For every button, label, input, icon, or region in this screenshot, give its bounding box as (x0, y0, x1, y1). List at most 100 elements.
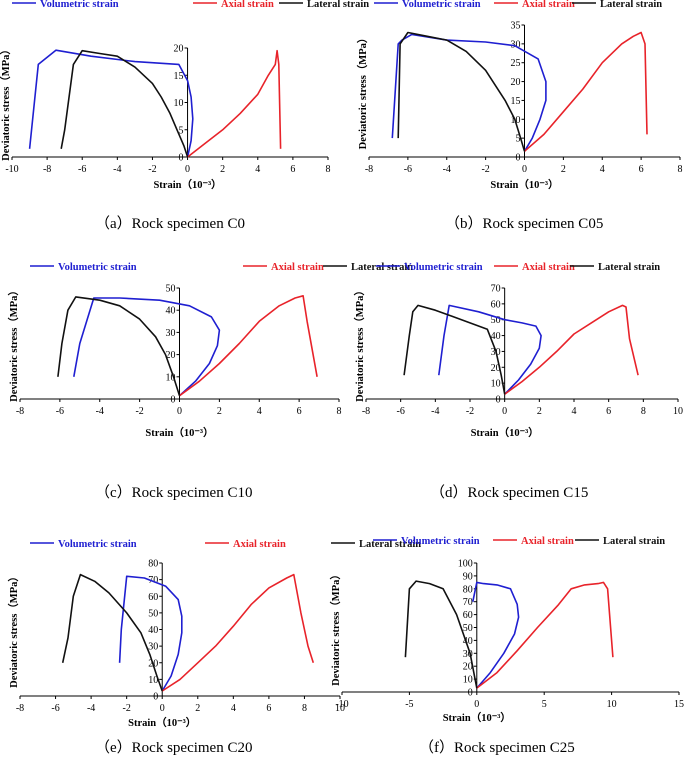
y-tick-label: 20 (174, 44, 184, 55)
legend-label-axial: Axial strain (522, 262, 575, 273)
y-tick-label: 0 (153, 692, 158, 703)
x-tick-label: 0 (177, 406, 182, 417)
y-tick-label: 0 (468, 688, 473, 699)
y-tick-label: 30 (511, 39, 521, 50)
y-tick-label: 5 (179, 125, 184, 136)
y-tick-label: 10 (463, 675, 473, 686)
y-tick-label: 60 (463, 610, 473, 621)
x-tick-label: 10 (335, 703, 345, 714)
y-tick-label: 30 (463, 649, 473, 660)
y-tick-label: 10 (174, 98, 184, 109)
x-tick-label: 6 (290, 164, 295, 175)
x-tick-label: 8 (641, 406, 646, 417)
y-tick-label: 20 (511, 77, 521, 88)
y-tick-label: 0 (179, 153, 184, 164)
series-volumetric-strain (28, 49, 194, 158)
x-tick-label: -4 (431, 406, 439, 417)
panel-caption: （d）Rock specimen C15 (430, 484, 588, 501)
y-axis-label: Deviatoric stress（MPa） (7, 571, 20, 688)
series-axial-strain (504, 304, 639, 395)
y-tick-label: 70 (491, 284, 501, 295)
y-tick-label: 40 (148, 625, 158, 636)
series-volumetric-strain (438, 304, 542, 395)
legend-label-volumetric: Volumetric strain (402, 0, 481, 10)
series-volumetric-strain (391, 33, 547, 152)
y-tick-label: 5 (516, 134, 521, 145)
legend-label-lateral: Lateral strain (307, 0, 369, 10)
y-tick-label: 40 (491, 331, 501, 342)
x-axis-label: Strain（10⁻³） (128, 716, 196, 729)
series-axial-strain (476, 581, 614, 689)
y-tick-label: 15 (511, 96, 521, 107)
legend-label-volumetric: Volumetric strain (58, 262, 137, 273)
legend-label-axial: Axial strain (271, 262, 324, 273)
y-tick-label: 20 (463, 662, 473, 673)
chart-panel-4: Volumetric strain Axial strain Lateral str… (353, 262, 683, 501)
x-tick-label: -8 (43, 164, 51, 175)
series-lateral-strain (397, 31, 526, 152)
legend-label-axial: Axial strain (221, 0, 274, 10)
legend-label-axial: Axial strain (233, 539, 286, 550)
x-tick-label: -4 (87, 703, 95, 714)
x-tick-label: -2 (135, 406, 143, 417)
x-tick-label: 10 (673, 406, 683, 417)
x-tick-label: 2 (195, 703, 200, 714)
x-tick-label: 6 (639, 164, 644, 175)
x-tick-label: 4 (572, 406, 577, 417)
y-tick-label: 50 (491, 315, 501, 326)
y-tick-label: 30 (166, 328, 176, 339)
x-axis-label: Strain（10⁻³） (471, 426, 539, 439)
y-axis-label: Deviatoric stress（MPa） (0, 44, 12, 161)
legend-label-volumetric: Volumetric strain (40, 0, 119, 10)
y-tick-label: 70 (463, 597, 473, 608)
x-tick-label: 8 (678, 164, 683, 175)
x-tick-label: 2 (537, 406, 542, 417)
x-tick-label: 10 (607, 699, 617, 710)
y-tick-label: 50 (148, 608, 158, 619)
y-tick-label: 30 (148, 642, 158, 653)
y-tick-label: 0 (496, 395, 501, 406)
y-tick-label: 15 (174, 71, 184, 82)
chart-panel-3: Volumetric strain Axial strain Lateral str… (7, 262, 413, 501)
panel-caption: （c）Rock specimen C10 (95, 484, 252, 501)
x-tick-label: 8 (326, 164, 331, 175)
y-tick-label: 40 (166, 306, 176, 317)
y-axis-label: Deviatoric stress（MPa） (7, 285, 20, 402)
y-tick-label: 20 (491, 363, 501, 374)
y-tick-label: 80 (148, 559, 158, 570)
legend-label-axial: Axial strain (521, 536, 574, 547)
x-tick-label: 4 (231, 703, 236, 714)
x-tick-label: 15 (674, 699, 684, 710)
x-tick-label: 0 (185, 164, 190, 175)
x-tick-label: 5 (542, 699, 547, 710)
series-axial-strain (523, 31, 648, 152)
x-tick-label: 0 (160, 703, 165, 714)
chart-panel-5: Volumetric strain Axial strain Lateral str… (7, 539, 421, 756)
x-tick-label: -4 (96, 406, 104, 417)
x-tick-label: 6 (606, 406, 611, 417)
legend-label-lateral: Lateral strain (600, 0, 662, 10)
legend-label-volumetric: Volumetric strain (401, 536, 480, 547)
y-tick-label: 0 (516, 153, 521, 164)
y-tick-label: 100 (458, 559, 473, 570)
x-tick-label: 4 (257, 406, 262, 417)
x-tick-label: 4 (255, 164, 260, 175)
x-tick-label: -8 (362, 406, 370, 417)
x-tick-label: -6 (56, 406, 64, 417)
legend-label-lateral: Lateral strain (598, 262, 660, 273)
x-tick-label: 2 (561, 164, 566, 175)
x-axis-label: Strain（10⁻³） (145, 426, 213, 439)
series-lateral-strain (57, 296, 181, 396)
panel-caption: （b）Rock specimen C05 (445, 215, 603, 232)
x-axis-label: Strain（10⁻³） (490, 178, 558, 191)
y-tick-label: 35 (511, 21, 521, 32)
series-axial-strain (179, 294, 318, 397)
series-axial-strain (161, 573, 315, 692)
panel-caption: （a）Rock specimen C0 (95, 215, 245, 232)
series-lateral-strain (403, 304, 506, 395)
x-tick-label: 2 (220, 164, 225, 175)
series-volumetric-strain (73, 297, 221, 397)
x-tick-label: -6 (51, 703, 59, 714)
chart-panel-1: Volumetric strain Axial strain Lateral str… (0, 0, 369, 232)
